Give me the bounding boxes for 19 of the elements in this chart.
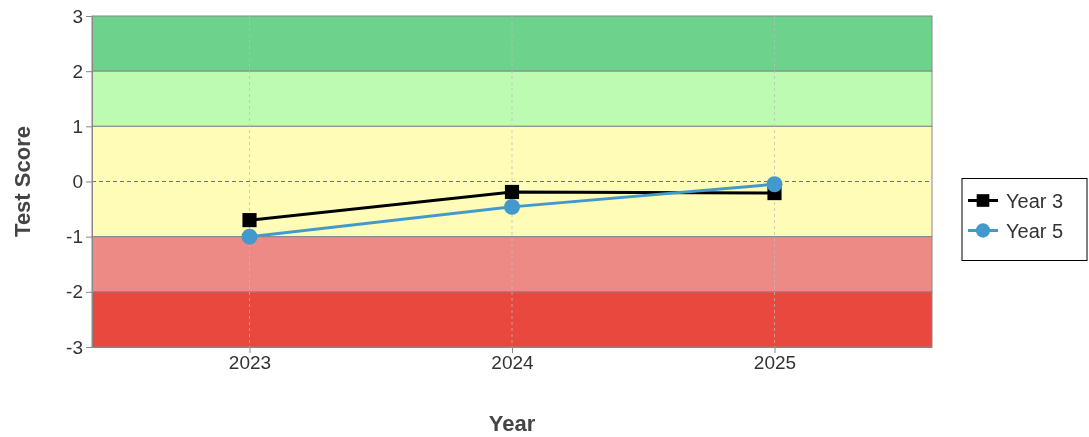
y-tick-label: -1 xyxy=(66,226,83,248)
point xyxy=(766,176,783,193)
x-tick-label: 2024 xyxy=(491,352,535,374)
y-tick-label: -3 xyxy=(66,336,83,358)
y-tick-label: 2 xyxy=(72,60,83,82)
y-tick-label: 1 xyxy=(72,115,83,137)
x-axis-title: Year xyxy=(488,411,536,436)
y-axis-title: Test Score xyxy=(10,126,35,237)
x-tick-label: 2023 xyxy=(228,352,272,374)
y-tick-label: -2 xyxy=(66,281,83,303)
point xyxy=(504,198,520,215)
point xyxy=(241,228,258,245)
legend-label: Year 3 xyxy=(1006,189,1064,212)
legend-label: Year 5 xyxy=(1006,219,1064,242)
y-tick-label: 3 xyxy=(72,5,83,27)
point xyxy=(504,184,520,200)
x-tick-label: 2025 xyxy=(753,352,797,374)
point xyxy=(242,213,257,228)
y-tick-label: 0 xyxy=(72,171,83,193)
